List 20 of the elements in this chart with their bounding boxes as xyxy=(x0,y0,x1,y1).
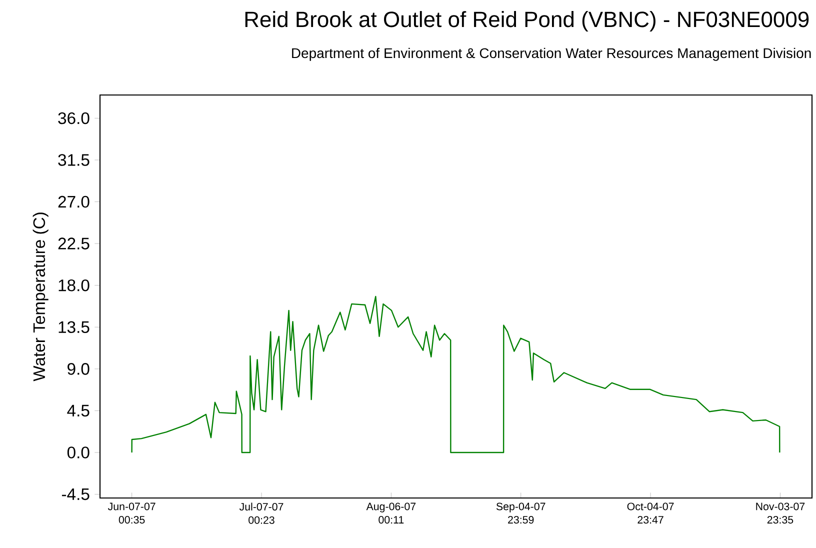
x-tick-label: Sep-04-07 23:59 xyxy=(496,502,546,524)
y-tick-label: 31.5 xyxy=(58,154,90,166)
x-tick-label: Oct-04-07 23:47 xyxy=(627,502,674,524)
y-tick-label: 4.5 xyxy=(67,404,90,417)
x-tick-label: Jun-07-07 00:35 xyxy=(108,502,156,524)
x-tick-label: Aug-06-07 00:11 xyxy=(366,502,416,524)
y-tick-label: 18.0 xyxy=(58,279,90,292)
y-tick-label: -4.5 xyxy=(62,488,90,500)
y-axis-title: Water Temperature (C) xyxy=(32,212,48,382)
y-tick-label: 36.0 xyxy=(58,112,90,124)
y-tick-label: 0.0 xyxy=(67,446,90,458)
y-tick-label: 27.0 xyxy=(58,196,90,208)
line-series xyxy=(131,296,780,454)
y-tick-label: 13.5 xyxy=(58,321,90,334)
chart-subtitle: Department of Environment & Conservation Water Resources Management Division xyxy=(292,48,811,61)
y-tick-label: 9.0 xyxy=(68,363,90,375)
x-tick-label: Nov-03-07 23:35 xyxy=(756,502,805,524)
y-tick-label: 22.5 xyxy=(58,238,90,250)
chart-title: Reid Brook at Outlet of Reid Pond (VBNC) - NF03NE0009 xyxy=(245,11,809,32)
x-tick-label: Jul-07-07 00:23 xyxy=(239,502,284,524)
